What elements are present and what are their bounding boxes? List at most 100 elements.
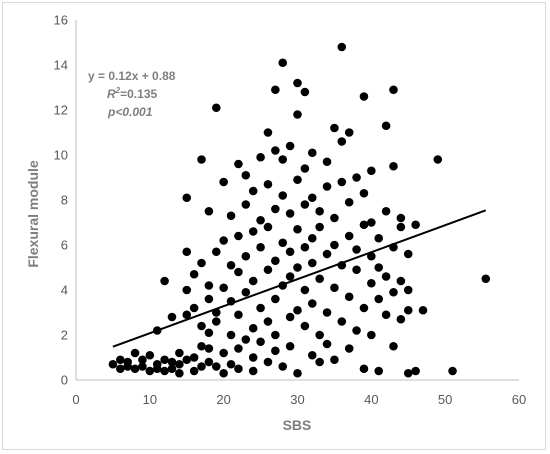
data-point (352, 265, 361, 275)
data-point (337, 42, 347, 52)
data-point (396, 276, 406, 286)
data-point (352, 173, 361, 182)
data-point (330, 240, 339, 250)
data-point (234, 231, 243, 241)
data-point (175, 359, 184, 369)
data-point (293, 305, 302, 315)
data-point (359, 188, 369, 198)
x-axis-ticks: 0 10 20 30 40 50 60 (72, 392, 526, 407)
data-point (256, 303, 265, 313)
data-point (293, 224, 302, 234)
data-points (108, 42, 491, 378)
data-point (367, 166, 376, 176)
data-point (293, 263, 302, 272)
data-point (315, 330, 324, 340)
data-point (263, 128, 273, 137)
data-point (123, 362, 132, 371)
data-point (182, 247, 192, 257)
data-point (204, 328, 214, 338)
data-point (271, 294, 280, 304)
trendline (112, 209, 487, 348)
data-point (381, 121, 391, 131)
data-point (389, 341, 398, 351)
data-point (403, 249, 413, 259)
data-point (344, 197, 354, 207)
data-point (285, 341, 295, 351)
data-point (167, 357, 177, 367)
data-point (197, 258, 206, 268)
data-point (182, 355, 192, 365)
x-tick-label: 30 (290, 392, 304, 407)
data-point (256, 337, 265, 347)
data-point (197, 321, 206, 331)
data-point (337, 177, 347, 187)
data-point (108, 359, 118, 369)
data-point (219, 177, 228, 187)
data-point (367, 251, 376, 261)
data-point (130, 364, 140, 374)
data-point (241, 170, 251, 180)
x-tick-label: 50 (438, 392, 452, 407)
data-point (352, 245, 361, 254)
data-point (411, 366, 420, 376)
data-point (322, 249, 332, 259)
data-point (271, 330, 280, 340)
data-point (300, 321, 310, 331)
data-point (433, 155, 443, 164)
data-point (285, 247, 295, 257)
y-tick-label: 16 (54, 13, 68, 28)
data-point (138, 355, 147, 365)
y-axis-ticks: 0 2 4 6 8 10 12 14 16 (54, 13, 68, 388)
data-point (167, 312, 177, 322)
data-point (219, 236, 228, 245)
data-point (256, 152, 265, 162)
y-tick-label: 10 (54, 148, 68, 163)
data-point (293, 368, 302, 378)
data-point (396, 222, 406, 232)
data-point (322, 308, 332, 317)
data-point (130, 348, 140, 358)
data-point (197, 362, 206, 371)
data-point (293, 110, 302, 119)
data-point (271, 256, 280, 266)
data-point (234, 310, 243, 320)
data-point (204, 206, 214, 216)
data-point (204, 294, 214, 304)
data-point (300, 164, 310, 173)
x-tick-label: 0 (72, 392, 79, 407)
data-point (374, 294, 384, 304)
data-point (315, 222, 324, 232)
data-point (403, 285, 413, 295)
data-point (219, 368, 228, 378)
data-point (204, 344, 214, 353)
data-point (389, 85, 398, 95)
p-value-label: p<0.001 (107, 105, 153, 119)
data-point (330, 123, 339, 133)
chart-frame (2, 2, 546, 450)
data-point (271, 146, 280, 155)
data-point (315, 206, 324, 216)
data-point (256, 242, 265, 252)
data-point (234, 344, 243, 353)
data-point (374, 233, 384, 243)
y-tick-label: 0 (61, 373, 68, 388)
data-point (271, 85, 280, 95)
data-point (241, 251, 251, 261)
data-point (278, 238, 288, 248)
data-point (352, 326, 361, 335)
data-point (448, 366, 457, 376)
data-point (197, 155, 206, 164)
data-point (175, 348, 184, 358)
data-point (285, 272, 295, 281)
data-point (278, 191, 288, 200)
data-point (197, 341, 206, 351)
data-point (271, 204, 280, 214)
data-point (293, 78, 302, 88)
data-point (322, 157, 332, 167)
r-squared-label: R2=0.135 (107, 86, 157, 101)
data-point (226, 330, 236, 340)
data-point (234, 267, 243, 277)
data-point (160, 355, 169, 365)
data-point (300, 285, 310, 295)
